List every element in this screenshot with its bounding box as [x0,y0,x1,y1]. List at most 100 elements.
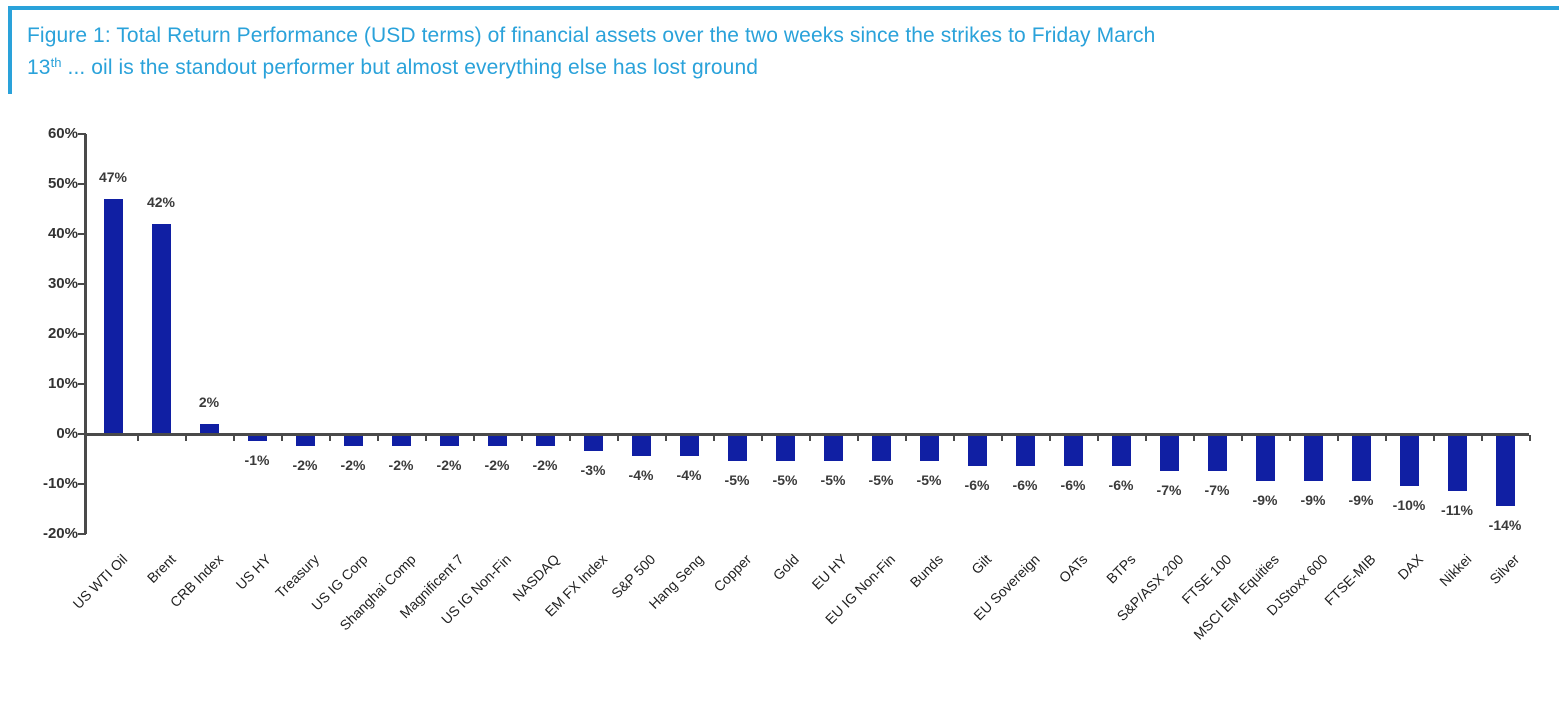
bar [1207,436,1227,471]
y-axis-tick [78,533,86,535]
x-axis-tick [1481,435,1483,441]
x-axis-tick [1529,435,1531,441]
bar-value-label: -14% [1488,517,1522,533]
y-axis-tick [78,283,86,285]
category-label: FTSE-MIB [1320,551,1379,609]
y-axis-line [84,134,87,534]
bar [295,436,315,446]
x-axis-tick [857,435,859,441]
x-axis-tick [1145,435,1147,441]
x-axis-tick [761,435,763,441]
bar [535,436,555,446]
x-axis-tick [185,435,187,441]
x-axis-tick [1385,435,1387,441]
bar-value-label: -3% [580,462,606,478]
x-axis-tick [137,435,139,441]
x-axis-tick [665,435,667,441]
x-axis-tick [1193,435,1195,441]
bar [1015,436,1035,466]
x-axis-tick [569,435,571,441]
x-axis-tick [1001,435,1003,441]
y-axis-tick-label: 0% [56,425,78,442]
y-axis-tick [78,233,86,235]
x-axis-tick [905,435,907,441]
bar-value-label: -6% [964,477,990,493]
bar-value-label: -2% [292,457,318,473]
category-label: MSCI EM Equities [1190,551,1283,643]
bar [1495,436,1515,506]
bar-value-label: -10% [1392,497,1426,513]
y-axis-tick-label: 40% [47,225,78,242]
x-axis-tick [473,435,475,441]
bar-value-label: -2% [532,457,558,473]
bar [1399,436,1419,486]
category-label: Gilt [968,551,995,578]
x-axis-tick [281,435,283,441]
category-label: Copper [710,551,755,595]
bar-value-label: -11% [1441,502,1473,518]
bar-value-label: -6% [1012,477,1038,493]
category-label: EU HY [808,551,851,593]
x-axis-tick [953,435,955,441]
category-label: Brent [143,551,179,586]
y-axis-tick [78,333,86,335]
category-label: Nikkei [1436,551,1475,590]
bar [823,436,843,461]
x-axis-tick [1433,435,1435,441]
bar-value-label: -6% [1108,477,1134,493]
bar [775,436,795,461]
figure-title-line1: Figure 1: Total Return Performance (USD … [27,24,1156,47]
category-label: OATs [1055,551,1091,586]
bar-value-label: -1% [244,452,270,468]
y-axis-tick [78,483,86,485]
title-left-rule [8,6,12,94]
x-axis-tick [233,435,235,441]
y-axis-tick [78,133,86,135]
y-axis-tick-label: 50% [47,175,78,192]
figure-title-superscript: th [50,55,62,70]
x-axis-tick [1241,435,1243,441]
y-axis-tick-label: -10% [42,475,78,492]
bar [919,436,939,461]
bar [631,436,651,456]
x-axis-tick [809,435,811,441]
y-axis-tick-label: -20% [42,525,78,542]
bar-value-label: -9% [1252,492,1278,508]
category-label: Bunds [906,551,947,591]
bar-value-label: -2% [484,457,510,473]
y-axis-tick-label: 20% [47,325,78,342]
x-axis-tick [1337,435,1339,441]
bar [1255,436,1275,481]
x-axis-tick [329,435,331,441]
bar [583,436,603,451]
bar-value-label: -4% [676,467,702,483]
bar-value-label: -4% [628,467,654,483]
bar-value-label: -6% [1060,477,1086,493]
bar [967,436,987,466]
bar-value-label: 2% [198,394,220,410]
category-label: US WTI Oil [69,551,131,612]
bar-value-label: -5% [868,472,894,488]
bar-value-label: -7% [1204,482,1230,498]
bar [343,436,363,446]
bar [151,224,171,434]
x-axis-tick [377,435,379,441]
bar [679,436,699,456]
y-axis-tick [78,383,86,385]
bar [391,436,411,446]
bar [487,436,507,446]
bar [871,436,891,461]
title-top-rule [8,6,1559,10]
bar-value-label: -9% [1348,492,1374,508]
bar-value-label: 42% [146,194,176,210]
x-axis-tick [425,435,427,441]
x-axis-tick [521,435,523,441]
category-label: Treasury [272,551,323,602]
bar [1111,436,1131,466]
bar [1351,436,1371,481]
y-axis-tick [78,183,86,185]
y-axis-tick-label: 60% [47,125,78,142]
bar-value-label: 47% [98,169,128,185]
